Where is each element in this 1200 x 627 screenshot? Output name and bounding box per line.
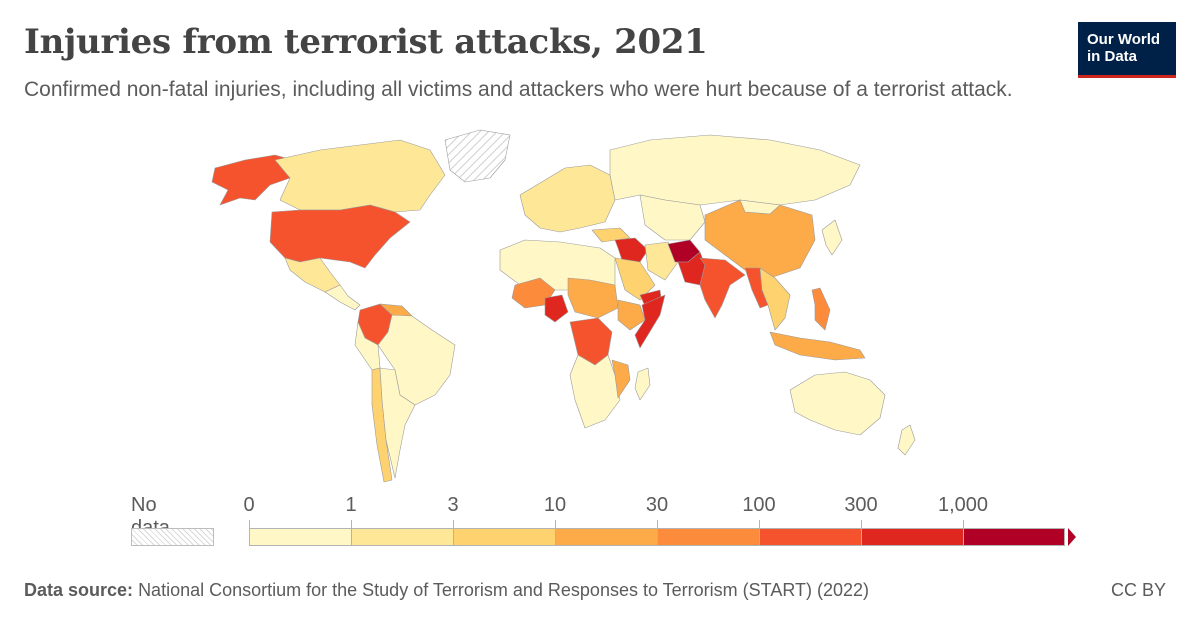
country-greenland[interactable] — [444, 129, 511, 183]
chart-subtitle: Confirmed non-fatal injuries, including … — [24, 78, 1013, 101]
legend-threshold-label: 1,000 — [937, 494, 989, 516]
legend-color-scale — [249, 528, 1065, 546]
owid-logo[interactable]: Our World in Data — [1078, 22, 1176, 78]
legend-tick — [759, 520, 760, 528]
legend-tick — [657, 520, 658, 528]
country-kazakhstan-central-asia[interactable] — [639, 194, 706, 241]
legend-bin-3 — [555, 528, 657, 546]
country-brazil[interactable] — [377, 314, 456, 406]
source-label: Data source: — [24, 580, 134, 600]
legend-bin-1 — [351, 528, 453, 546]
legend-overflow-arrow — [1068, 528, 1076, 546]
country-philippines[interactable] — [811, 287, 831, 331]
country-mexico[interactable] — [284, 257, 341, 293]
country-canada[interactable] — [274, 139, 446, 213]
country-argentina[interactable] — [379, 367, 416, 479]
country-southeast-asia[interactable] — [759, 267, 791, 331]
country-syria-iraq[interactable] — [614, 237, 649, 263]
legend-tick — [963, 520, 964, 528]
source-text: National Consortium for the Study of Ter… — [138, 580, 870, 600]
country-iran[interactable] — [644, 241, 679, 281]
country-alaska-united-states[interactable] — [211, 154, 301, 206]
country-indonesia[interactable] — [769, 331, 866, 361]
country-mozambique[interactable] — [611, 359, 631, 399]
legend-threshold-label: 3 — [447, 494, 459, 516]
country-turkey[interactable] — [591, 227, 631, 243]
country-europe[interactable] — [519, 164, 616, 233]
legend-tick — [453, 520, 454, 528]
country-japan[interactable] — [821, 219, 843, 256]
country-nigeria[interactable] — [544, 294, 569, 323]
legend-tick — [249, 520, 250, 528]
country-australia[interactable] — [789, 371, 886, 436]
world-map[interactable] — [0, 0, 1200, 500]
logo-line-2: in Data — [1087, 48, 1138, 65]
legend-bin-2 — [453, 528, 555, 546]
country-sudan-chad[interactable] — [567, 277, 619, 319]
legend-threshold-label: 1 — [345, 494, 357, 516]
logo-line-1: Our World — [1087, 31, 1161, 48]
country-mongolia[interactable] — [739, 199, 781, 215]
legend-bin-4 — [657, 528, 759, 546]
country-southern-africa[interactable] — [569, 354, 621, 429]
country-saudi-arabia[interactable] — [614, 257, 656, 301]
country-new-zealand[interactable] — [897, 424, 916, 456]
legend-no-data-swatch — [131, 528, 214, 546]
legend-threshold-label: 300 — [844, 494, 878, 516]
legend-bin-5 — [759, 528, 861, 546]
legend-tick — [351, 520, 352, 528]
country-russia[interactable] — [609, 134, 861, 206]
legend-threshold-label: 10 — [543, 494, 567, 516]
data-source: Data source: National Consortium for the… — [24, 580, 869, 601]
country-ethiopia[interactable] — [617, 299, 646, 331]
legend-threshold-label: 100 — [742, 494, 776, 516]
chart-title: Injuries from terrorist attacks, 2021 — [24, 22, 708, 62]
legend-tick — [861, 520, 862, 528]
legend-bin-6 — [861, 528, 963, 546]
legend-threshold-label: 0 — [243, 494, 255, 516]
country-central-america[interactable] — [324, 284, 361, 311]
legend-bin-7 — [963, 528, 1065, 546]
legend-tick — [555, 520, 556, 528]
legend-bin-0 — [249, 528, 351, 546]
license-label[interactable]: CC BY — [1111, 580, 1167, 600]
country-india[interactable] — [699, 257, 746, 319]
country-madagascar[interactable] — [634, 367, 651, 401]
legend-threshold-label: 30 — [645, 494, 669, 516]
country-united-states[interactable] — [269, 204, 411, 269]
